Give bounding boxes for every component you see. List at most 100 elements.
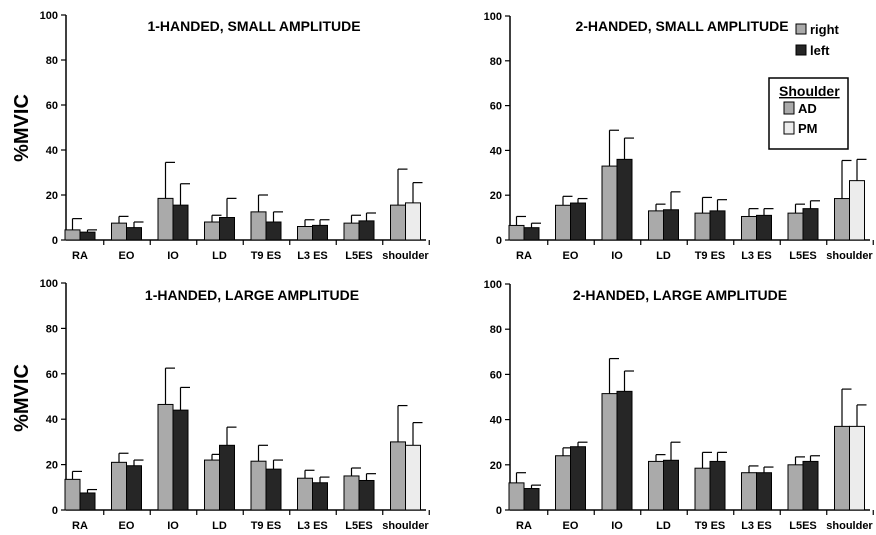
- x-tick-label: T9 ES: [695, 520, 726, 532]
- bar-right-l3es: [741, 472, 757, 511]
- bar-right-eo: [555, 455, 571, 511]
- bar-left-io: [172, 409, 189, 511]
- bar-left-eo: [126, 227, 142, 241]
- x-tick-label: EO: [119, 520, 135, 532]
- bar-right-t9es: [694, 212, 711, 241]
- legend-label-left: left: [810, 43, 830, 58]
- y-tick-label: 60: [490, 369, 502, 381]
- y-tick-label: 80: [490, 324, 502, 336]
- bar-right-t9es: [250, 460, 267, 511]
- y-tick-label: 60: [490, 101, 502, 113]
- bar-right-shoulder: [834, 425, 850, 511]
- bar-left-shoulder: [849, 180, 865, 241]
- y-tick-label: 20: [46, 460, 58, 472]
- y-tick-label: 20: [46, 190, 58, 202]
- bar-left-eo: [126, 465, 142, 511]
- shoulder-legend-title: Shoulder: [779, 83, 840, 99]
- bar-left-shoulder: [849, 425, 865, 511]
- x-tick-label: shoulder: [826, 520, 873, 532]
- bar-left-ra: [523, 488, 540, 511]
- y-tick-label: 0: [52, 505, 58, 517]
- shoulder-legend-label-pm: PM: [798, 121, 818, 136]
- bar-left-io: [616, 158, 633, 241]
- y-tick-label: 100: [40, 10, 58, 22]
- bar-left-t9es: [709, 210, 726, 241]
- bar-left-ld: [219, 444, 235, 511]
- shoulder-legend-box: [768, 77, 849, 150]
- y-tick-label: 40: [46, 145, 58, 157]
- bar-right-eo: [111, 222, 127, 241]
- bar-right-l3es: [297, 477, 313, 511]
- bar-left-io: [172, 204, 189, 241]
- x-tick-label: IO: [611, 250, 623, 262]
- x-tick-label: shoulder: [382, 250, 429, 262]
- bar-left-ld: [663, 459, 679, 511]
- y-tick-label: 40: [46, 414, 58, 426]
- shoulder-legend: Shoulder AD PM: [768, 77, 849, 150]
- bar-right-io: [601, 393, 618, 511]
- chart-panel-3: 0 20 40 60 80 100 1-HANDED, LARGE AMPLITUDE %MV…: [11, 278, 430, 532]
- panel-title: 1-HANDED, LARGE AMPLITUDE: [145, 287, 359, 303]
- legend-swatch-left: [795, 44, 807, 56]
- bar-right-l3es: [297, 226, 313, 241]
- x-tick-label: LD: [212, 250, 227, 262]
- bar-left-ld: [663, 209, 679, 241]
- bar-left-l5es: [358, 479, 375, 511]
- y-tick-label: 80: [490, 56, 502, 68]
- x-tick-label: L3 ES: [297, 250, 328, 262]
- legend-label-right: right: [810, 22, 840, 37]
- bar-right-l3es: [741, 215, 757, 241]
- x-tick-label: IO: [167, 520, 179, 532]
- y-tick-label: 80: [46, 323, 58, 335]
- x-tick-label: L3 ES: [741, 250, 772, 262]
- bar-left-shoulder: [405, 444, 421, 511]
- x-tick-label: RA: [72, 250, 88, 262]
- x-tick-label: shoulder: [382, 520, 429, 532]
- bar-right-l5es: [787, 212, 804, 241]
- shoulder-legend-swatch-pm: [783, 121, 795, 135]
- y-axis-label: %MVIC: [11, 364, 33, 432]
- y-tick-label: 100: [484, 279, 502, 291]
- bar-right-shoulder: [834, 198, 850, 241]
- x-tick-label: LD: [656, 520, 671, 532]
- bar-left-l3es: [312, 482, 328, 511]
- y-tick-label: 80: [46, 55, 58, 67]
- bar-left-ld: [219, 217, 235, 241]
- x-tick-label: RA: [516, 520, 532, 532]
- bar-left-eo: [570, 446, 586, 511]
- x-tick-label: shoulder: [826, 250, 873, 262]
- x-tick-label: EO: [563, 520, 579, 532]
- y-axis-label: %MVIC: [11, 94, 33, 162]
- y-tick-label: 0: [52, 235, 58, 247]
- y-tick-label: 20: [490, 460, 502, 472]
- bar-left-l3es: [756, 214, 772, 241]
- x-tick-label: L5ES: [345, 520, 373, 532]
- bar-right-eo: [555, 204, 571, 241]
- bar-left-t9es: [709, 460, 726, 511]
- bar-left-t9es: [265, 221, 282, 241]
- x-tick-label: L3 ES: [297, 520, 328, 532]
- bar-left-l5es: [802, 460, 819, 511]
- bar-right-t9es: [250, 211, 267, 241]
- chart-panel-2: 0 20 40 60 80 100 2-HANDED, SMALL AMPLITUDE RA E…: [484, 11, 874, 262]
- bar-left-ra: [523, 227, 540, 241]
- y-tick-label: 40: [490, 415, 502, 427]
- panel-title: 2-HANDED, SMALL AMPLITUDE: [575, 18, 788, 34]
- bar-right-shoulder: [390, 441, 406, 511]
- x-tick-label: IO: [611, 520, 623, 532]
- bar-right-ra: [508, 224, 525, 241]
- bar-right-ld: [204, 459, 220, 511]
- x-tick-label: L5ES: [789, 520, 817, 532]
- x-tick-label: L3 ES: [741, 520, 772, 532]
- bar-left-eo: [570, 202, 586, 241]
- y-tick-label: 100: [40, 278, 58, 290]
- bar-right-l5es: [343, 222, 360, 241]
- y-tick-label: 60: [46, 100, 58, 112]
- y-tick-label: 0: [496, 235, 502, 247]
- x-tick-label: IO: [167, 250, 179, 262]
- x-tick-label: T9 ES: [695, 250, 726, 262]
- chart-panel-1: 0 20 40 60 80 100 1-HANDED, SMALL AMPLITUDE %MV…: [11, 10, 430, 262]
- bar-left-l3es: [756, 472, 772, 511]
- y-tick-label: 100: [484, 11, 502, 23]
